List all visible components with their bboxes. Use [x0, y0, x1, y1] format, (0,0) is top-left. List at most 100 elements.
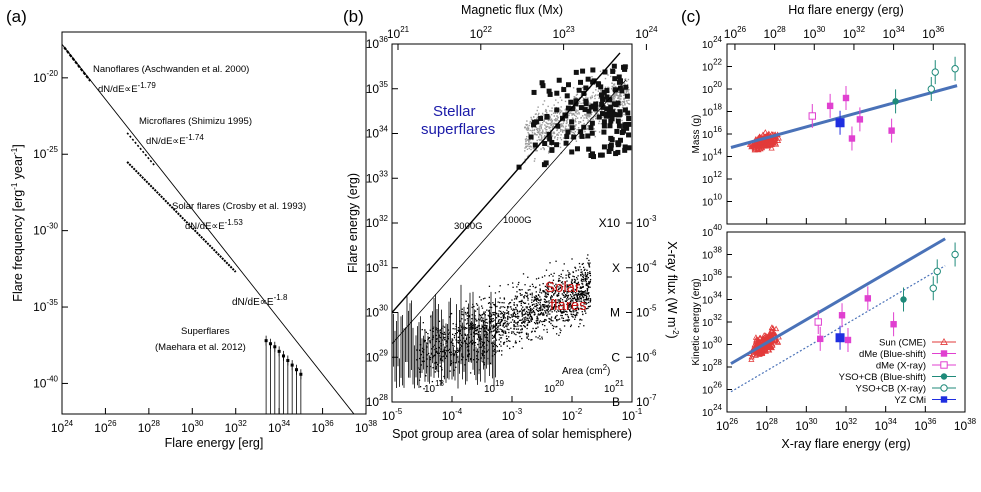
- solar-flare-point: [562, 306, 564, 308]
- solar-flare-point: [432, 335, 434, 337]
- stellar-superflare-point: [621, 103, 623, 105]
- stellar-superflare-point: [547, 123, 550, 125]
- solar-flare-point: [513, 320, 516, 322]
- solar-flare-point: [499, 324, 502, 326]
- panel-c-ke-tick-label-exp: 28: [713, 358, 722, 367]
- solar-flare-point: [531, 318, 534, 321]
- solar-flare-point: [517, 317, 519, 319]
- panel-a-x-tick-label: 1032: [225, 419, 248, 435]
- stellar-superflare-square: [590, 103, 596, 109]
- solar-flare-point: [571, 311, 573, 313]
- solar-flare-point: [458, 341, 460, 344]
- solar-flare-point: [548, 281, 550, 284]
- panel-c-ke-tick-label: 1038: [702, 246, 723, 262]
- panel-a-x-tick-label-exp: 34: [281, 419, 290, 428]
- solar-flare-point: [437, 330, 439, 332]
- stellar-superflare-point: [551, 107, 553, 109]
- solar-flare-point: [482, 352, 484, 354]
- sun-cme-marker: [769, 342, 776, 348]
- solar-flare-point: [516, 323, 519, 325]
- solar-flare-point: [527, 289, 529, 291]
- panel-a-x-tick-label-base: 10: [181, 421, 195, 435]
- solar-flare-point: [502, 331, 504, 333]
- solar-flare-point: [454, 351, 457, 353]
- solar-flare-point: [465, 337, 468, 339]
- stellar-superflare-point: [597, 90, 600, 92]
- stellar-superflare-square: [578, 79, 584, 85]
- solar-flare-point: [536, 315, 538, 318]
- solar-flare-point: [568, 273, 570, 276]
- solar-flare-point: [566, 298, 568, 300]
- stellar-superflare-point: [543, 148, 546, 151]
- solar-flare-point: [454, 362, 457, 364]
- legend-label: YSO+CB (Blue-shift): [839, 372, 926, 383]
- yz-cmi-point: [835, 333, 845, 343]
- stellar-superflare-point: [600, 122, 602, 125]
- solar-flare-point: [495, 344, 497, 347]
- solar-flare-point: [456, 341, 458, 343]
- sun-cme-marker: [752, 334, 760, 340]
- solar-flare-point: [584, 310, 586, 312]
- solar-flare-point: [567, 320, 569, 322]
- solar-flare-point: [500, 334, 502, 336]
- solar-flare-point: [574, 310, 576, 312]
- solar-flare-point: [572, 285, 574, 287]
- solar-flare-point: [499, 323, 501, 325]
- stellar-superflare-point: [562, 122, 564, 125]
- stellar-superflare-point: [526, 129, 528, 131]
- solar-flare-point: [492, 326, 494, 329]
- solar-flare-point: [575, 300, 578, 303]
- solar-flare-point: [486, 332, 488, 334]
- solar-flare-point: [485, 325, 487, 327]
- solar-flare-point: [567, 285, 569, 287]
- panel-c-top-tick-label-base: 10: [763, 27, 777, 41]
- solar-flare-point: [572, 316, 574, 318]
- stellar-superflare-point: [526, 155, 529, 158]
- panel-a-x-tick-label-exp: 36: [325, 419, 334, 428]
- panel-a-x-tick-label-base: 10: [268, 421, 282, 435]
- solar-flare-point: [527, 315, 529, 317]
- solar-flare-point: [578, 326, 580, 328]
- stellar-superflare-square: [585, 133, 591, 139]
- solar-flare-point: [576, 299, 578, 301]
- solar-flare-point: [570, 281, 573, 283]
- stellar-superflare-point: [525, 140, 527, 142]
- solar-flares-label-1: Solar: [545, 279, 580, 296]
- panel-c-mass-tick-label-base: 10: [702, 175, 714, 186]
- solar-flare-point: [554, 289, 556, 292]
- stellar-superflare-point: [589, 96, 592, 99]
- stellar-superflare-point: [533, 116, 535, 118]
- solar-flare-point: [585, 297, 588, 300]
- solar-flare-point: [527, 299, 529, 301]
- panel-c-mass-tick-label-exp: 16: [713, 125, 722, 134]
- solar-flare-point: [540, 312, 543, 314]
- panel-b-area-label-main: Area (cm: [562, 366, 603, 377]
- panel-b-right-ylabel-exp: -2: [671, 327, 680, 335]
- solar-flare-point: [568, 304, 571, 306]
- solar-flare-point: [579, 318, 581, 321]
- solar-flare-point: [443, 331, 446, 334]
- stellar-superflare-point: [566, 118, 569, 120]
- panel-a-x-tick-label-exp: 28: [151, 419, 160, 428]
- solar-flare-point: [531, 299, 533, 301]
- stellar-superflare-point: [595, 89, 597, 91]
- solar-flare-point: [546, 328, 548, 331]
- solar-flare-point: [586, 274, 588, 277]
- solar-flare-point: [530, 316, 533, 319]
- solar-flare-point: [421, 328, 423, 331]
- solar-flare-point: [522, 306, 524, 308]
- solar-flare-point: [542, 304, 544, 306]
- stellar-superflare-square: [615, 149, 621, 155]
- panel-b-y-tick-label-base: 10: [366, 82, 380, 96]
- solar-flare-point: [475, 332, 478, 335]
- stellar-superflare-square: [624, 93, 630, 99]
- stellar-superflare-point: [553, 104, 555, 106]
- solar-flare-point: [547, 308, 549, 310]
- solar-flare-point: [521, 299, 523, 302]
- solar-flare-point: [507, 283, 509, 286]
- panel-c-ke-tick-label-exp: 30: [713, 336, 722, 345]
- solar-flare-point: [558, 301, 560, 303]
- solar-flare-point: [488, 285, 491, 287]
- solar-flare-point: [521, 328, 523, 331]
- solar-flare-point: [457, 339, 459, 342]
